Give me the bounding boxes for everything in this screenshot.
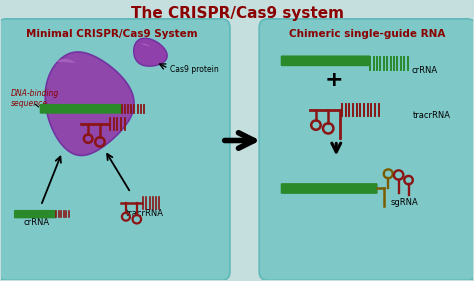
Text: sgRNA: sgRNA	[391, 198, 419, 207]
Polygon shape	[141, 44, 150, 47]
Text: crRNA: crRNA	[23, 218, 49, 227]
Text: Minimal CRISPR/Cas9 System: Minimal CRISPR/Cas9 System	[26, 29, 198, 39]
Polygon shape	[45, 52, 134, 155]
FancyBboxPatch shape	[14, 210, 56, 218]
FancyBboxPatch shape	[259, 19, 474, 280]
FancyBboxPatch shape	[281, 55, 371, 66]
FancyBboxPatch shape	[40, 104, 122, 114]
Text: tracrRNA: tracrRNA	[126, 209, 164, 218]
Polygon shape	[55, 59, 76, 63]
Text: DNA-binding
sequence: DNA-binding sequence	[11, 89, 59, 108]
Text: Cas9 protein: Cas9 protein	[170, 65, 219, 74]
Text: crRNA: crRNA	[412, 66, 438, 75]
Text: tracrRNA: tracrRNA	[413, 111, 451, 120]
Text: The CRISPR/Cas9 system: The CRISPR/Cas9 system	[130, 6, 344, 21]
Text: +: +	[325, 69, 343, 90]
FancyBboxPatch shape	[281, 183, 378, 194]
Text: Chimeric single-guide RNA: Chimeric single-guide RNA	[289, 29, 446, 39]
FancyBboxPatch shape	[0, 19, 230, 280]
Polygon shape	[134, 38, 167, 66]
